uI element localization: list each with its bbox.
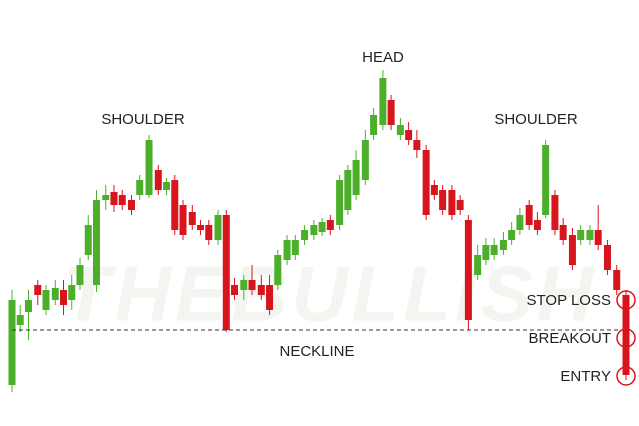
candle-body [344, 170, 352, 210]
candle-body [24, 300, 32, 312]
candle-body [42, 290, 50, 310]
entry-label: ENTRY [560, 368, 611, 385]
candle-body [60, 290, 68, 305]
candle-body [318, 222, 326, 232]
candle-body [283, 240, 291, 260]
candle-body [387, 100, 395, 125]
candle-body [301, 230, 309, 240]
candle-body [361, 140, 369, 180]
breakout-label: BREAKOUT [528, 330, 611, 347]
candle-body [326, 220, 334, 230]
candle-body [102, 195, 110, 200]
candle-body [439, 190, 447, 210]
breakout-marker [616, 328, 636, 348]
candle-body [551, 195, 559, 230]
candle-body [422, 150, 430, 215]
candle-body [490, 245, 498, 255]
candle-body [222, 215, 230, 330]
candle-body [179, 205, 187, 235]
candle-body [577, 230, 585, 240]
candle-body [145, 140, 153, 195]
candle-body [8, 300, 16, 385]
candle-body [16, 315, 24, 325]
candle-body [370, 115, 378, 135]
candle-body [594, 230, 602, 245]
candle-body [464, 220, 472, 320]
stop-loss-label: STOP LOSS [527, 292, 612, 309]
candle-body [171, 180, 179, 230]
candle-body [274, 255, 282, 285]
candle-body [248, 280, 256, 290]
candle-body [257, 285, 265, 295]
candle-body [84, 225, 92, 255]
candle-body [197, 225, 205, 230]
candle-body [622, 295, 630, 375]
candle-body [533, 220, 541, 230]
candle-body [92, 200, 100, 285]
candles [8, 70, 630, 392]
candle-body [603, 245, 611, 270]
neckline-label: NECKLINE [279, 343, 354, 360]
candle-body [516, 215, 524, 230]
candle-body [154, 170, 162, 190]
candle-body [413, 140, 421, 150]
candle-body [231, 285, 239, 295]
candle-body [118, 195, 126, 205]
candle-body [448, 190, 456, 215]
candle-body [396, 125, 404, 135]
stop-loss-marker [616, 290, 636, 310]
candle-body [474, 255, 482, 275]
candle-body [205, 225, 213, 240]
head-label: HEAD [362, 49, 404, 66]
candle-body [525, 205, 533, 225]
candle-body [613, 270, 621, 290]
candle-body [559, 225, 567, 240]
candle-body [110, 192, 118, 205]
candle-body [586, 230, 594, 240]
watermark: THEBULLISH [63, 250, 597, 338]
candle-body [336, 180, 344, 225]
candle-body [240, 280, 248, 290]
candle-body [76, 265, 84, 285]
candle-body [128, 200, 136, 210]
candle-body [291, 240, 299, 255]
left-shoulder-label: SHOULDER [101, 111, 185, 128]
candle-body [266, 285, 274, 310]
entry-marker [616, 366, 636, 386]
candle-body [188, 212, 196, 225]
candle-body [542, 145, 550, 215]
candle-body [136, 180, 144, 195]
candle-body [405, 130, 413, 140]
candle-body [51, 288, 59, 300]
candle-body [499, 240, 507, 250]
candle-body [430, 185, 438, 195]
candle-body [379, 78, 387, 125]
candle-body [163, 182, 171, 190]
candle-body [34, 285, 42, 295]
candle-body [456, 200, 464, 210]
candle-body [214, 215, 222, 240]
candle-body [508, 230, 516, 240]
candle-body [68, 285, 76, 300]
right-shoulder-label: SHOULDER [494, 111, 578, 128]
candle-body [482, 245, 490, 260]
candle-body [352, 160, 360, 195]
candle-body [568, 235, 576, 265]
candle-body [310, 225, 318, 235]
